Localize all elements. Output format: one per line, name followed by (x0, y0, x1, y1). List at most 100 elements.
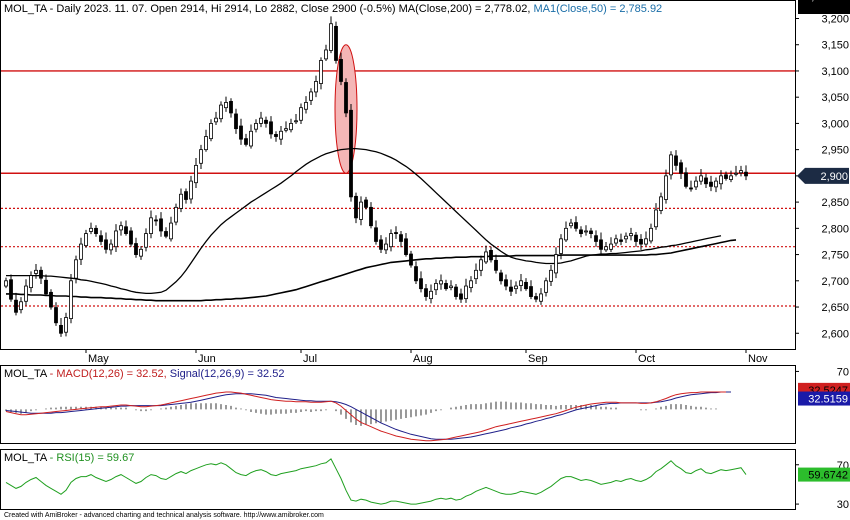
candle-body (704, 177, 708, 185)
rsi-panel-frame (0, 449, 796, 510)
candle (329, 16, 333, 54)
candle (409, 250, 413, 268)
candle-body (379, 239, 383, 250)
candle-body (714, 180, 718, 188)
candle-body (284, 128, 288, 131)
candle (474, 263, 478, 284)
candle (509, 279, 513, 297)
candle (254, 119, 258, 133)
candle (369, 202, 373, 229)
candle (639, 234, 643, 250)
rsi-plot (5, 458, 747, 505)
candle-body (729, 175, 733, 180)
candle (494, 254, 498, 274)
candle-body (449, 285, 453, 289)
candle (289, 118, 293, 133)
candle-body (739, 170, 743, 174)
x-tick-label: Oct (638, 353, 655, 365)
x-tick-label: Jul (303, 353, 317, 365)
candle (49, 289, 53, 310)
candle-body (54, 307, 58, 324)
candle (174, 203, 178, 226)
candle-body (189, 180, 193, 200)
x-tick-label: Nov (748, 353, 768, 365)
candle-body (684, 172, 688, 187)
candle-body (499, 272, 503, 282)
candle-body (249, 130, 253, 147)
price-moving-averages (6, 147, 737, 302)
candle (199, 144, 203, 170)
x-tick-label: Sep (528, 353, 548, 365)
candle-body (594, 235, 598, 242)
candle-body (484, 251, 488, 263)
candle (479, 255, 483, 277)
candle-body (564, 227, 568, 241)
candle-body (569, 222, 573, 227)
candle-body (19, 301, 23, 311)
candle-body (119, 225, 123, 231)
candle-body (444, 283, 448, 290)
candle (69, 273, 73, 324)
candle (249, 124, 253, 149)
candle-body (124, 226, 128, 234)
candle-body (254, 123, 258, 130)
candle-body (584, 230, 588, 233)
candle-body (589, 230, 593, 234)
candle-body (459, 293, 463, 300)
candle (449, 280, 453, 291)
candle (134, 237, 138, 258)
candle (469, 276, 473, 293)
candle (119, 221, 123, 236)
candle (219, 101, 223, 123)
candle (609, 237, 613, 252)
candle-body (724, 174, 728, 179)
candle (664, 169, 668, 204)
candle (209, 119, 213, 142)
price-y-tick-label: 2,750 (821, 250, 849, 262)
rsi-value-label-text: 59.6742 (808, 470, 848, 482)
candle-body (264, 119, 268, 124)
candle-body (559, 238, 563, 254)
candle (64, 312, 68, 337)
candle (514, 281, 518, 294)
candle-body (689, 187, 693, 190)
candle (54, 302, 58, 326)
candle-body (239, 125, 243, 140)
macd-header-macd: - MACD(12,26) = 32.52, (47, 368, 167, 380)
candle (264, 116, 268, 128)
candle-body (619, 239, 623, 242)
candle-body (489, 249, 493, 261)
candle (489, 246, 493, 263)
candle (339, 52, 343, 86)
candle-body (139, 248, 143, 257)
candle-body (709, 181, 713, 187)
candle-body (669, 154, 673, 176)
candle-body (4, 280, 8, 287)
candle-body (359, 201, 363, 220)
candle-body (164, 231, 168, 237)
candle-body (64, 317, 68, 333)
candle-body (699, 175, 703, 182)
candle (614, 234, 618, 247)
candle (294, 113, 298, 124)
candle-body (469, 280, 473, 289)
candle-body (199, 149, 203, 164)
candle-body (544, 280, 548, 293)
candle-body (159, 218, 163, 232)
candle (299, 103, 303, 124)
candle-body (209, 123, 213, 140)
candle (444, 279, 448, 291)
candle-body (299, 107, 303, 121)
candle-body (424, 288, 428, 297)
candle (179, 188, 183, 213)
candle-body (144, 233, 148, 248)
last-price-label-text: 2,900 (820, 171, 848, 183)
candle-body (349, 109, 353, 198)
candle (39, 266, 43, 284)
candle (139, 246, 143, 260)
candle (384, 237, 388, 255)
price-header-info: - Daily 2023. 11. 07. Open 2914, Hi 2914… (47, 3, 399, 15)
candle-body (114, 230, 118, 248)
price-y-tick-label: 3,050 (821, 92, 849, 104)
